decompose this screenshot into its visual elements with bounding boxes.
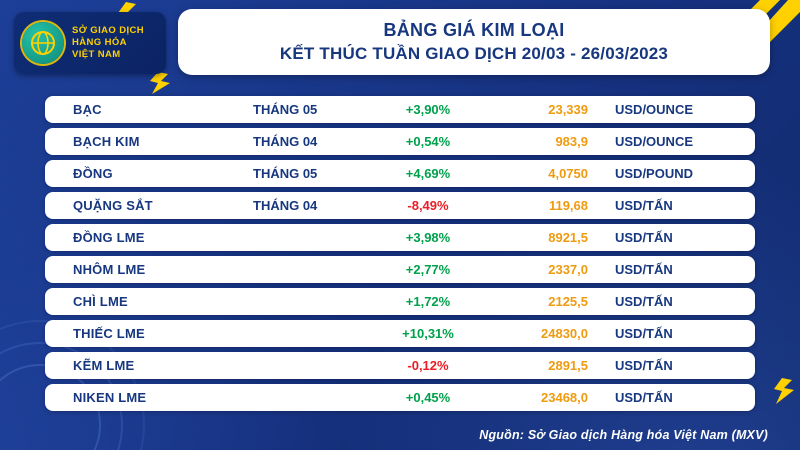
metal-name: ĐỒNG LME [73,230,145,245]
price-unit: USD/TẤN [615,326,673,341]
price-unit: USD/TẤN [615,262,673,277]
change-percent: +3,90% [405,102,451,117]
metal-name: NHÔM LME [73,262,146,277]
metal-name: BẠC [73,102,102,117]
contract-month: THÁNG 05 [253,166,318,181]
price-value: 2337,0 [548,262,588,277]
price-value: 4,0750 [548,166,588,181]
table-row: ĐỒNG LME +3,98% 8921,5 USD/TẤN [45,224,755,251]
price-value: 24830,0 [541,326,588,341]
logo-text-line2: HÀNG HÓA [72,37,127,49]
table-row: QUẶNG SẮT THÁNG 04 -8,49% 119,68 USD/TẤN [45,192,755,219]
mxv-logo: SỞ GIAO DỊCH HÀNG HÓA VIỆT NAM [14,12,166,74]
price-value: 23468,0 [541,390,588,405]
logo-text-line1: SỞ GIAO DỊCH [72,25,145,37]
price-value: 2125,5 [548,294,588,309]
table-row: CHÌ LME +1,72% 2125,5 USD/TẤN [45,288,755,315]
source-credit: Nguồn: Sở Giao dịch Hàng hóa Việt Nam (M… [479,428,768,442]
globe-icon [22,22,64,64]
lightning-icon [150,72,170,94]
price-value: 983,9 [555,134,588,149]
change-percent: +0,45% [405,390,451,405]
price-unit: USD/POUND [615,166,694,181]
table-row: BẠCH KIM THÁNG 04 +0,54% 983,9 USD/OUNCE [45,128,755,155]
contract-month: THÁNG 05 [253,102,318,117]
price-table: BẠC THÁNG 05 +3,90% 23,339 USD/OUNCE BẠC… [45,96,755,411]
price-unit: USD/OUNCE [615,134,694,149]
price-unit: USD/TẤN [615,390,673,405]
change-percent: +10,31% [402,326,454,341]
contract-month: THÁNG 04 [253,134,318,149]
change-percent: -0,12% [407,358,449,373]
metal-name: ĐỒNG [73,166,113,181]
table-row: BẠC THÁNG 05 +3,90% 23,339 USD/OUNCE [45,96,755,123]
price-value: 2891,5 [548,358,588,373]
logo-text-line3: VIỆT NAM [72,48,121,60]
change-percent: +0,54% [405,134,451,149]
price-unit: USD/TẤN [615,358,673,373]
table-row: ĐỒNG THÁNG 05 +4,69% 4,0750 USD/POUND [45,160,755,187]
metal-name: NIKEN LME [73,390,147,405]
table-row: NIKEN LME +0,45% 23468,0 USD/TẤN [45,384,755,411]
table-row: THIẾC LME +10,31% 24830,0 USD/TẤN [45,320,755,347]
page-title: BẢNG GIÁ KIM LOẠI [383,20,565,40]
change-percent: +1,72% [405,294,451,309]
metal-name: QUẶNG SẮT [73,198,153,213]
metal-name: CHÌ LME [73,294,128,309]
price-unit: USD/OUNCE [615,102,694,117]
lightning-icon [774,378,794,404]
change-percent: -8,49% [407,198,449,213]
change-percent: +3,98% [405,230,451,245]
contract-month: THÁNG 04 [253,198,318,213]
title-box: BẢNG GIÁ KIM LOẠI KẾT THÚC TUẦN GIAO DỊC… [178,9,770,75]
metal-name: KẼM LME [73,358,135,373]
price-value: 119,68 [548,198,588,213]
price-unit: USD/TẤN [615,230,673,245]
price-unit: USD/TẤN [615,198,673,213]
price-value: 23,339 [548,102,588,117]
change-percent: +2,77% [405,262,451,277]
logo-text: SỞ GIAO DỊCH HÀNG HÓA VIỆT NAM [72,25,144,61]
price-value: 8921,5 [548,230,588,245]
change-percent: +4,69% [405,166,451,181]
metal-name: THIẾC LME [73,326,145,341]
metal-name: BẠCH KIM [73,134,140,149]
page-subtitle: KẾT THÚC TUẦN GIAO DỊCH 20/03 - 26/03/20… [279,44,669,63]
table-row: NHÔM LME +2,77% 2337,0 USD/TẤN [45,256,755,283]
price-unit: USD/TẤN [615,294,673,309]
table-row: KẼM LME -0,12% 2891,5 USD/TẤN [45,352,755,379]
